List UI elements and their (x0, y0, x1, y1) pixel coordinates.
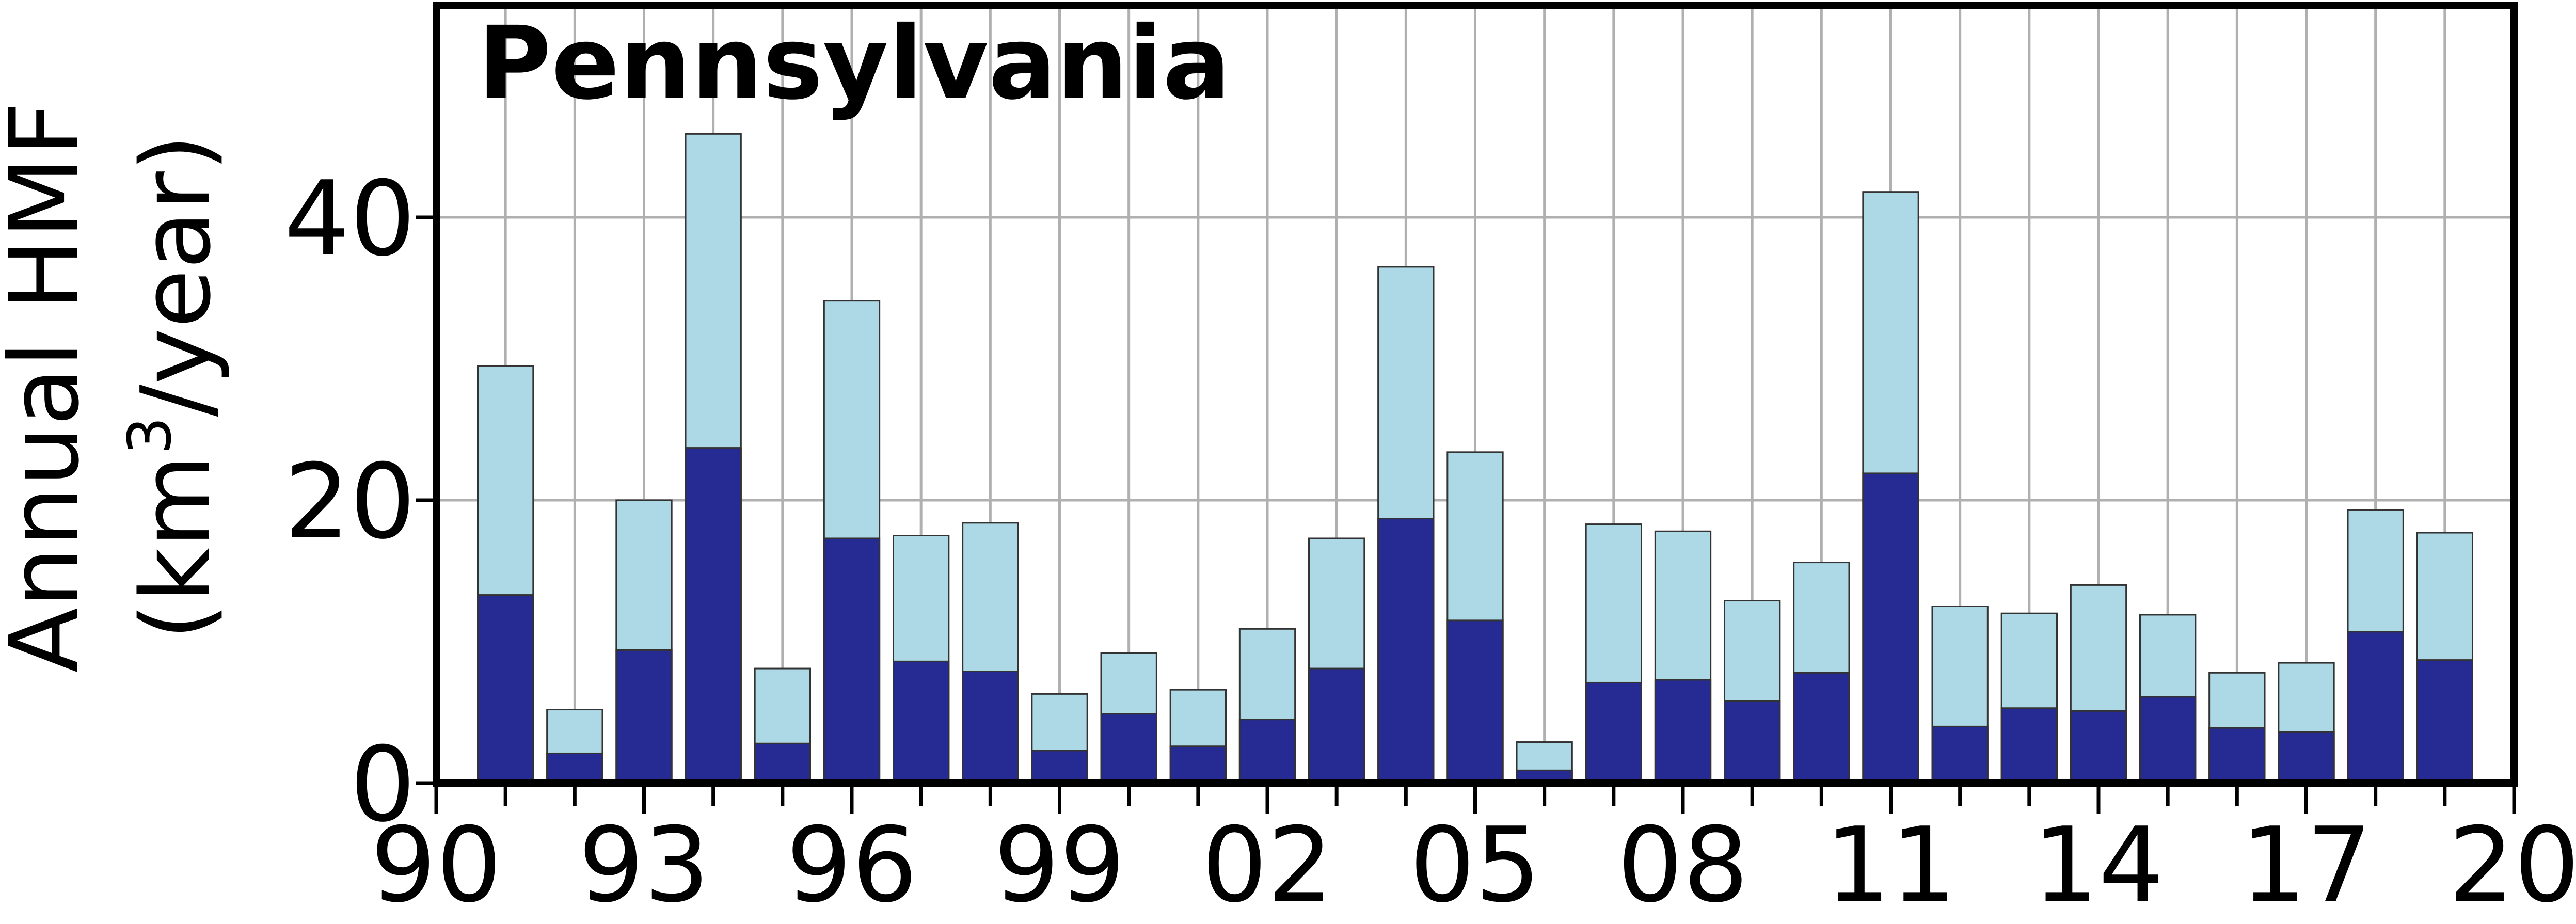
y-tick-label: 0 (350, 725, 416, 845)
bar-component (2416, 659, 2473, 784)
bars (477, 133, 2473, 784)
bar-component (1031, 750, 1088, 784)
x-tick-label: 11 (1825, 805, 1957, 924)
tick-labels: 90 93 96 99 02 05 08 11 14 17 20 0 20 40 (284, 159, 2576, 924)
y-axis-label-prefix: (km (120, 454, 232, 640)
bar-component (2278, 731, 2335, 784)
bar-component (1931, 725, 1989, 784)
bar-component (962, 671, 1019, 784)
bar-component (893, 660, 950, 784)
bar-component (1308, 667, 1365, 784)
x-tick-label: 99 (994, 805, 1125, 924)
bar-component (685, 447, 742, 784)
x-tick-label: 96 (786, 805, 918, 924)
bar-component (1377, 518, 1435, 784)
bar-component (1793, 672, 1850, 784)
bar-component (1585, 681, 1643, 784)
x-tick-label: 14 (2033, 805, 2165, 924)
bar-component (1169, 745, 1227, 784)
x-tick-label: 20 (2448, 805, 2576, 924)
bar-component (1238, 719, 1296, 784)
bar-component (1724, 700, 1781, 784)
y-axis-label-line2: (km3/year) (116, 134, 232, 640)
chart-title: Pennsylvania (478, 5, 1231, 122)
tick-marks (416, 215, 2516, 814)
y-tick-label: 20 (284, 442, 416, 562)
bar-component (2000, 707, 2058, 784)
x-tick-label: 17 (2240, 805, 2372, 924)
y-tick-label: 40 (284, 159, 416, 279)
y-axis-label-suffix: /year) (120, 134, 232, 417)
bar-component (546, 752, 603, 784)
bar-component (2139, 696, 2197, 784)
bar-component (823, 537, 881, 784)
x-tick-label: 08 (1617, 805, 1749, 924)
bar-component (1654, 679, 1712, 784)
x-tick-label: 05 (1409, 805, 1541, 924)
bar-component (2208, 727, 2266, 784)
bar-component (754, 742, 811, 784)
bar-component (615, 649, 673, 784)
y-axis-label-superscript: 3 (116, 417, 185, 454)
bar-component (1862, 472, 1919, 784)
bar-component (1446, 619, 1504, 784)
bar-component (2070, 710, 2127, 784)
bar-component (1100, 713, 1157, 784)
x-tick-label: 90 (371, 805, 502, 924)
bar-component (2347, 631, 2404, 784)
y-axis-label-line1: Annual HMF (0, 101, 100, 673)
y-axis-label: Annual HMF (km3/year) (0, 101, 232, 673)
x-tick-label: 93 (578, 805, 710, 924)
x-tick-label: 02 (1202, 805, 1333, 924)
plot-frame (433, 2, 2518, 787)
bar-component (477, 594, 534, 784)
